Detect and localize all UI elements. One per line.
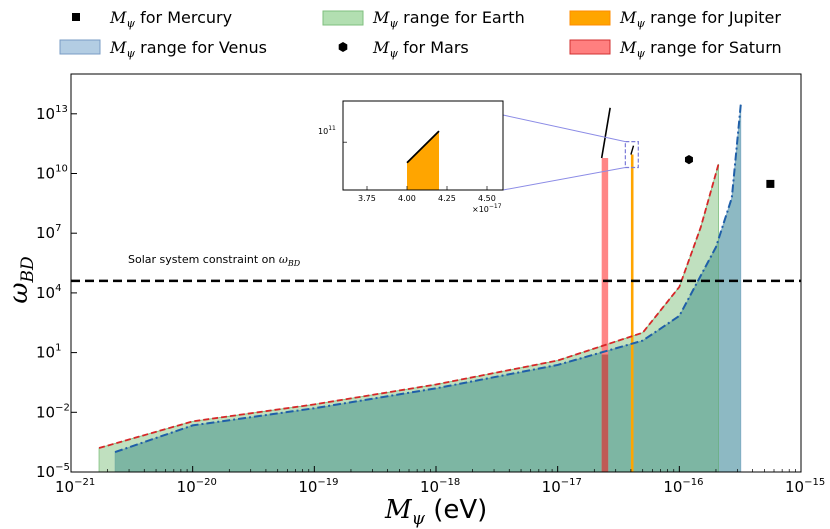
x-tick-label-2: 10−19 (298, 477, 338, 496)
venus-earth-overlap (115, 104, 741, 472)
legend-item-mercury: Mψ for Mercury (72, 8, 232, 30)
legend-marker-mercury (72, 13, 80, 21)
svg-text:Mψ for Mercury: Mψ for Mercury (109, 8, 232, 30)
legend-item-mars: Mψ for Mars (338, 38, 469, 60)
y-axis-title: ωBD (4, 256, 38, 304)
legend-prefix-saturn: M (619, 38, 637, 57)
axis-ticks: 10−21 10−20 10−19 10−18 10−17 10−16 10−1510−51… (36, 104, 825, 496)
legend-sub-mars: ψ (389, 47, 398, 60)
legend-sub-saturn: ψ (636, 47, 645, 60)
legend-text-saturn: range for Saturn (645, 38, 782, 57)
inset-frame (342, 100, 504, 191)
x-tick-label-0: 10−21 (55, 477, 95, 496)
x-axis-symbol: M (384, 495, 413, 525)
x-axis-title: Mψ (eV) (384, 495, 487, 529)
jupiter-range-bar (630, 154, 634, 472)
constraint-label-text: Solar system constraint on (128, 253, 279, 266)
legend-marker-saturn (569, 39, 611, 55)
venus-curve (114, 104, 742, 454)
legend-item-saturn: Mψ range for Saturn (569, 38, 782, 60)
legend-prefix-earth: M (372, 8, 390, 27)
plot-area (71, 104, 801, 472)
legend-sub-jupiter: ψ (636, 17, 645, 30)
legend-marker-earth (322, 10, 364, 26)
x-tick-label-3: 10−18 (420, 477, 460, 496)
legend-prefix-mars: M (372, 38, 390, 57)
y-tick-label-3: 104 (36, 283, 61, 302)
inset-jupiter-line (406, 130, 440, 164)
zoom-connector-bottom (502, 167, 626, 191)
constraint-label: Solar system constraint on ωBD (128, 253, 301, 268)
y-tick-label-2: 101 (36, 343, 61, 362)
y-tick-label-1: 10−2 (36, 402, 70, 421)
inset-ticks: 3.75 4.00 4.25 4.50 (343, 141, 496, 203)
constraint-label-sub: BD (287, 259, 301, 268)
legend-text-mercury: for Mercury (135, 8, 232, 27)
legend-sub-venus: ψ (126, 47, 135, 60)
inset-x-tick-label-1: 4.00 (398, 194, 416, 203)
legend-prefix-mercury: M (109, 8, 127, 27)
legend-text-earth: range for Earth (398, 8, 525, 27)
inset-x-offset-exp: −17 (489, 203, 502, 210)
legend-marker-venus (59, 39, 101, 55)
legend-item-earth: Mψ range for Earth (322, 8, 525, 30)
x-tick-label-5: 10−16 (663, 477, 703, 496)
svg-text:Mψ for Mars: Mψ for Mars (372, 38, 469, 60)
saturn-range-bar (601, 158, 609, 472)
y-tick-label-0: 10−5 (36, 462, 70, 481)
legend-prefix-venus: M (109, 38, 127, 57)
x-axis-unit: (eV) (425, 495, 487, 525)
legend-text-venus: range for Venus (135, 38, 267, 57)
constraint-label-symbol: ω (279, 253, 288, 266)
legend: Mψ for Mercury Mψ range for Venus Mψ ran… (59, 8, 782, 60)
x-tick-label-6: 10−15 (785, 477, 825, 496)
zoom-connector-top (502, 114, 626, 143)
y-axis-sub: BD (18, 256, 38, 283)
inset-x-offset-base: ×10 (472, 205, 489, 214)
inset-jupiter-fill (407, 131, 439, 190)
zoom-indicator-box (624, 141, 639, 169)
legend-sub-earth: ψ (389, 17, 398, 30)
legend-text-jupiter: range for Jupiter (645, 8, 781, 27)
saturn-top-line (600, 107, 611, 159)
jupiter-top-line (630, 145, 635, 155)
inset-zoom: 3.75 4.00 4.25 4.50 ×10−17 1011 (318, 100, 504, 214)
svg-text:Mψ range for Venus: Mψ range for Venus (109, 38, 267, 60)
legend-prefix-jupiter: M (619, 8, 637, 27)
point-mars (684, 154, 693, 165)
y-tick-label-5: 1010 (36, 164, 68, 183)
legend-sub-mercury: ψ (126, 17, 135, 30)
legend-marker-jupiter (569, 10, 611, 26)
svg-text:Mψ range for Earth: Mψ range for Earth (372, 8, 525, 30)
legend-marker-mars (338, 42, 348, 52)
y-axis-symbol: ω (4, 282, 34, 303)
point-mercury (766, 179, 775, 188)
svg-text:Mψ range for Saturn: Mψ range for Saturn (619, 38, 782, 60)
legend-item-jupiter: Mψ range for Jupiter (569, 8, 781, 30)
inset-y-tick-label: 1011 (318, 125, 336, 136)
legend-item-venus: Mψ range for Venus (59, 38, 267, 60)
x-tick-label-4: 10−17 (542, 477, 582, 496)
y-tick-label-4: 107 (36, 223, 61, 242)
inset-x-tick-label-2: 4.25 (438, 194, 456, 203)
x-axis-sub: ψ (412, 509, 426, 529)
svg-text:Mψ range for Jupiter: Mψ range for Jupiter (619, 8, 781, 30)
inset-x-offset: ×10−17 (472, 203, 502, 214)
inset-y-tick-base: 10 (318, 127, 328, 136)
inset-y-tick-exp: 11 (328, 125, 336, 132)
y-tick-label-6: 1013 (36, 104, 68, 123)
inset-x-tick-label-3: 4.50 (478, 194, 496, 203)
legend-text-mars: for Mars (398, 38, 469, 57)
earth-curve (98, 163, 720, 449)
x-tick-label-1: 10−20 (177, 477, 217, 496)
inset-x-tick-label-0: 3.75 (358, 194, 376, 203)
saturn-overlap (601, 354, 609, 472)
